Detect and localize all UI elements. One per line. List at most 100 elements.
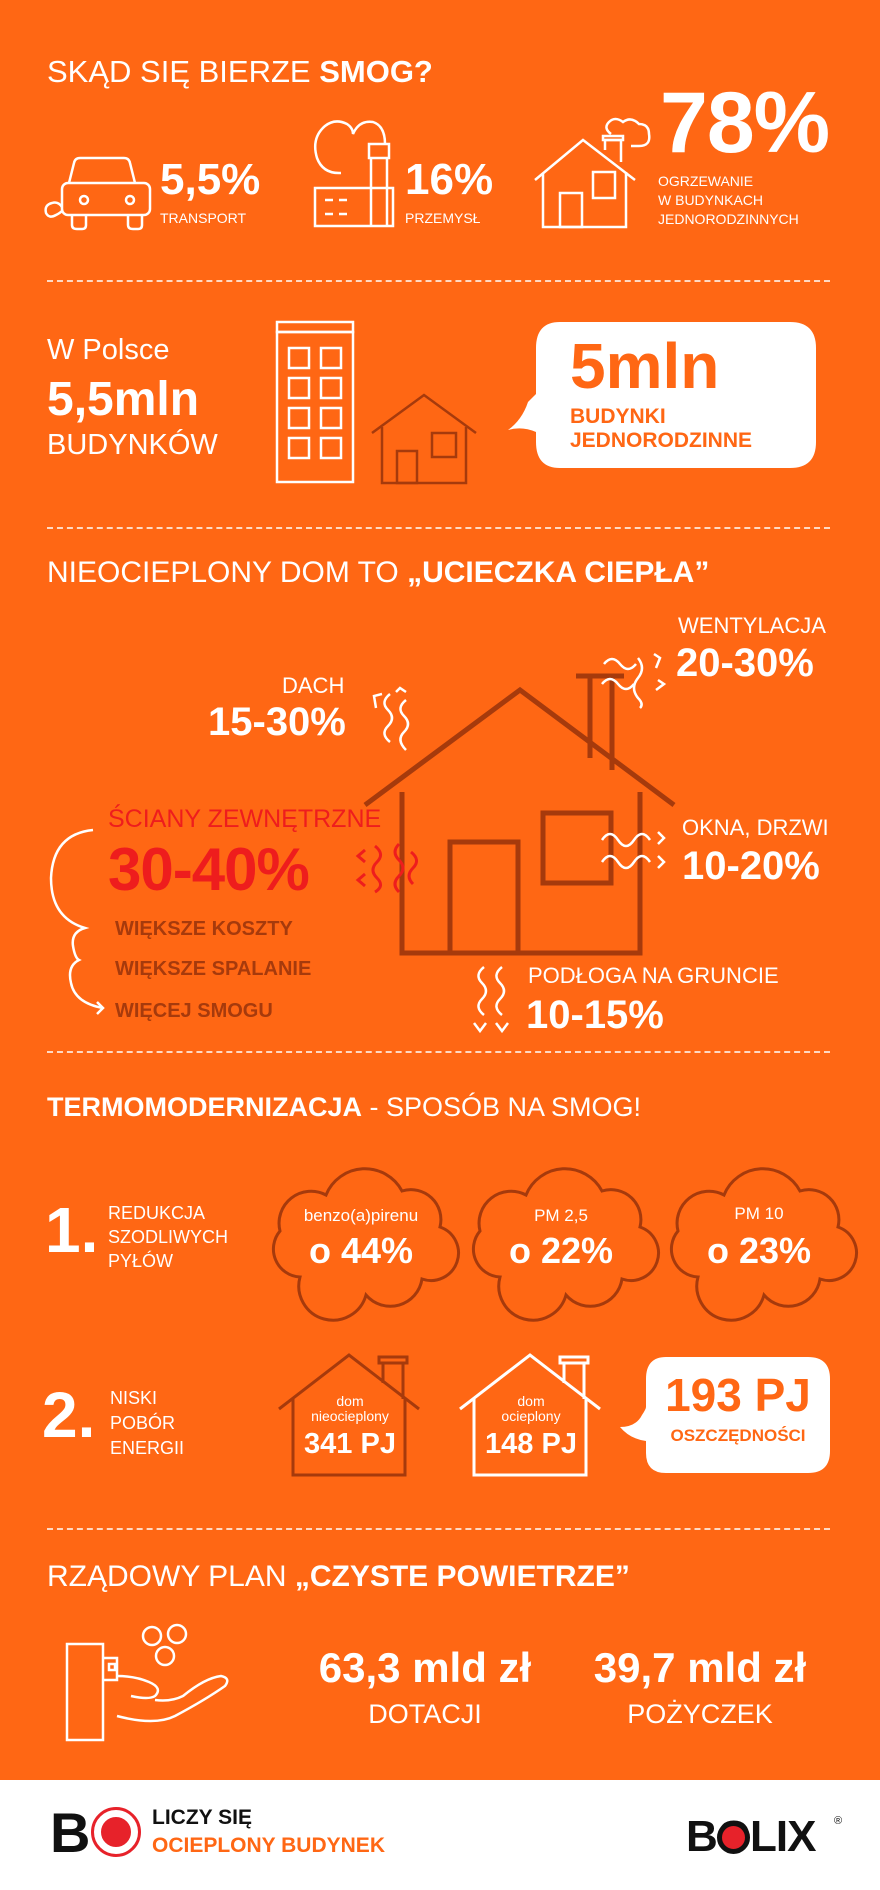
house-outline-illustration [363,673,676,956]
uninsulated-house-icon [278,1353,420,1477]
walls-value: 30-40% [108,836,310,903]
title-light: RZĄDOWY PLAN [47,1560,295,1593]
speech-bubble [620,1357,830,1473]
title-light: NIEOCIEPLONY DOM TO [47,556,408,589]
heating-value: 78% [660,75,830,171]
floor-value: 10-15% [526,993,664,1037]
grants-value: 63,3 mld zł [318,1644,532,1691]
roof-value: 15-30% [208,700,346,744]
roof-label: DACH [282,673,345,698]
buildings-intro: W Polsce [47,334,170,366]
heat-wave-icon [600,831,666,870]
section-title-heat-loss: NIEOCIEPLONY DOM TO „UCIECZKA CIEPŁA” [47,556,709,589]
cloud-shape [471,1167,661,1322]
cloud-label: benzo(a)pirenu [303,1206,419,1225]
buildings-label: BUDYNKÓW [47,429,218,461]
speech-bubble [508,322,816,468]
cloud-value: o 23% [706,1230,812,1271]
bo-logo-circle [91,1807,141,1857]
ventilation-label: WENTYLACJA [678,613,826,638]
point-label-line: REDUKCJA [108,1203,206,1223]
industry-value: 16% [405,155,494,204]
cloud-label: PM 2,5 [534,1206,588,1225]
title-bold: „CZYSTE POWIETRZE” [294,1560,630,1593]
buildings-total: 5,5mln [47,373,200,426]
cloud-value: o 44% [308,1230,414,1271]
grants-label: DOTACJI [368,1699,482,1729]
heat-wave-icon [355,842,418,894]
hand-coins-icon [65,1623,229,1742]
point-label-line: SZODLIWYCH [108,1227,229,1247]
transport-label: TRANSPORT [160,210,247,226]
house-label-line: dom [517,1393,545,1409]
cloud-shape [669,1167,859,1322]
insulated-house-icon [459,1353,601,1477]
bolix-logo-text: BOLIX [686,1812,816,1861]
savings-label: OSZCZĘDNOŚCI [670,1426,806,1445]
windows-value: 10-20% [682,844,820,888]
cloud-shape [271,1167,461,1322]
transport-value: 5,5% [160,155,261,204]
divider [47,1051,830,1053]
house-value: 341 PJ [304,1428,396,1460]
title-bold: SMOG? [319,54,433,89]
house-smoke-icon [534,117,651,229]
point-number: 2. [42,1379,96,1451]
house-label: dom ocieplony [458,1394,604,1424]
heat-wave-icon [473,966,509,1034]
ventilation-value: 20-30% [676,641,814,685]
divider [47,280,830,282]
bo-logo-letter-b: B [50,1801,90,1864]
apartment-block-icon [275,320,355,484]
bubble-label-line: BUDYNKI [570,405,666,428]
registered-mark: ® [834,1815,843,1827]
bubble-value: 5mln [570,330,720,402]
divider [47,527,830,529]
house-label: dom nieocieplony [277,1394,423,1424]
cloud-label: PM 10 [734,1204,784,1223]
point-label: REDUKCJA SZODLIWYCH PYŁÓW [108,1201,228,1273]
slogan-line2: OCIEPLONY BUDYNEK [152,1834,385,1857]
section-title-clean-air: RZĄDOWY PLAN „CZYSTE POWIETRZE” [47,1560,630,1593]
factory-icon [313,120,395,228]
point-label: NISKI POBÓR ENERGII [110,1386,184,1461]
point-label-line: NISKI [110,1388,158,1408]
title-bold: „UCIECZKA CIEPŁA” [407,556,710,589]
house-label-line: nieocieplony [311,1408,389,1424]
effect-item: WIĘCEJ SMOGU [115,1000,273,1022]
title-light: SKĄD SIĘ BIERZE [47,54,320,89]
bubble-label-line: JEDNORODZINNE [570,429,753,452]
cloud-value: o 22% [508,1230,614,1271]
loans-label: POŻYCZEK [627,1699,773,1729]
windows-label: OKNA, DRZWI [682,815,829,840]
industry-label: PRZEMYSŁ [405,210,481,226]
heat-wave-icon [372,686,410,751]
loans-value: 39,7 mld zł [593,1644,807,1691]
bolix-logo: BOLIX [686,1812,816,1865]
slogan-line1: LICZY SIĘ [152,1806,252,1829]
effect-item: WIĘKSZE SPALANIE [115,958,312,980]
bo-logo: B [50,1802,144,1863]
section-title-smog-sources: SKĄD SIĘ BIERZE SMOG? [47,54,433,89]
point-label-line: ENERGII [110,1438,185,1458]
divider [47,1528,830,1530]
point-label-line: PYŁÓW [108,1251,174,1271]
effect-item: WIĘKSZE KOSZTY [115,918,293,940]
title-light: - SPOSÓB NA SMOG! [362,1092,642,1122]
point-label-line: POBÓR [110,1413,176,1433]
heating-label: OGRZEWANIE W BUDYNKACH JEDNORODZINNYCH [658,172,799,229]
heating-label-line: W BUDYNKACH [658,192,764,208]
heating-label-line: JEDNORODZINNYCH [658,211,799,227]
walls-label: ŚCIANY ZEWNĘTRZNE [108,805,382,833]
bubble-label: BUDYNKI JEDNORODZINNE [570,405,752,453]
point-number: 1. [45,1194,99,1266]
heat-wave-icon [601,652,667,709]
house-value: 148 PJ [485,1428,577,1460]
section-title-thermomodernization: TERMOMODERNIZACJA - SPOSÓB NA SMOG! [47,1092,642,1123]
floor-label: PODŁOGA NA GRUNCIE [528,963,779,988]
title-bold: TERMOMODERNIZACJA [47,1092,362,1122]
heating-label-line: OGRZEWANIE [658,173,754,189]
savings-value: 193 PJ [665,1369,811,1421]
house-label-line: dom [336,1393,364,1409]
